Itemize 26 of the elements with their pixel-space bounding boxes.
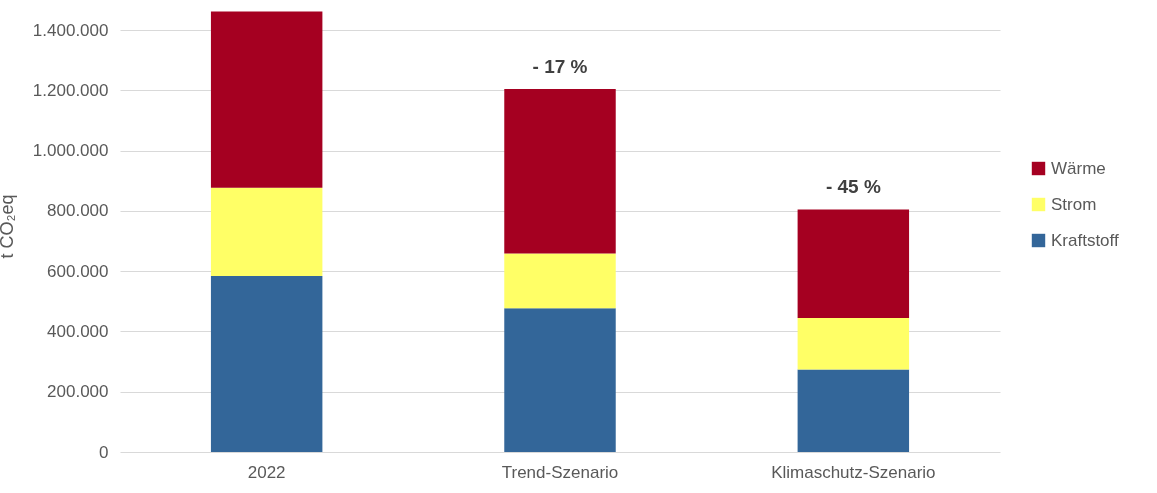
y-tick-label: 400.000 (47, 321, 109, 341)
legend-label: Kraftstoff (1051, 230, 1119, 250)
bar (504, 308, 616, 452)
bar (797, 209, 910, 318)
bar (797, 317, 910, 370)
bar (210, 276, 323, 452)
y-tick-label: 0 (99, 442, 109, 462)
y-tick-label: 200.000 (47, 382, 109, 402)
y-tick-label: 1.000.000 (32, 141, 109, 161)
y-axis-title: t CO₂eq (0, 194, 17, 259)
y-tick-label: 600.000 (47, 261, 109, 281)
y-tick-label: 1.200.000 (32, 80, 109, 100)
annotation: - 17 % (532, 55, 588, 77)
y-tick-label: 1.400.000 (32, 20, 109, 40)
x-tick-label: 2022 (247, 462, 286, 482)
y-tick-label: 800.000 (47, 201, 109, 221)
legend-label: Strom (1051, 194, 1097, 214)
bar (504, 88, 616, 254)
bar (210, 11, 323, 188)
x-tick-label: Trend-Szenario (501, 462, 619, 482)
legend-label: Wärme (1051, 158, 1106, 178)
bar (504, 253, 616, 309)
x-tick-label: Klimaschutz-Szenario (771, 462, 936, 482)
bar (210, 187, 323, 277)
annotation: - 45 % (825, 176, 881, 198)
bar (797, 369, 910, 452)
